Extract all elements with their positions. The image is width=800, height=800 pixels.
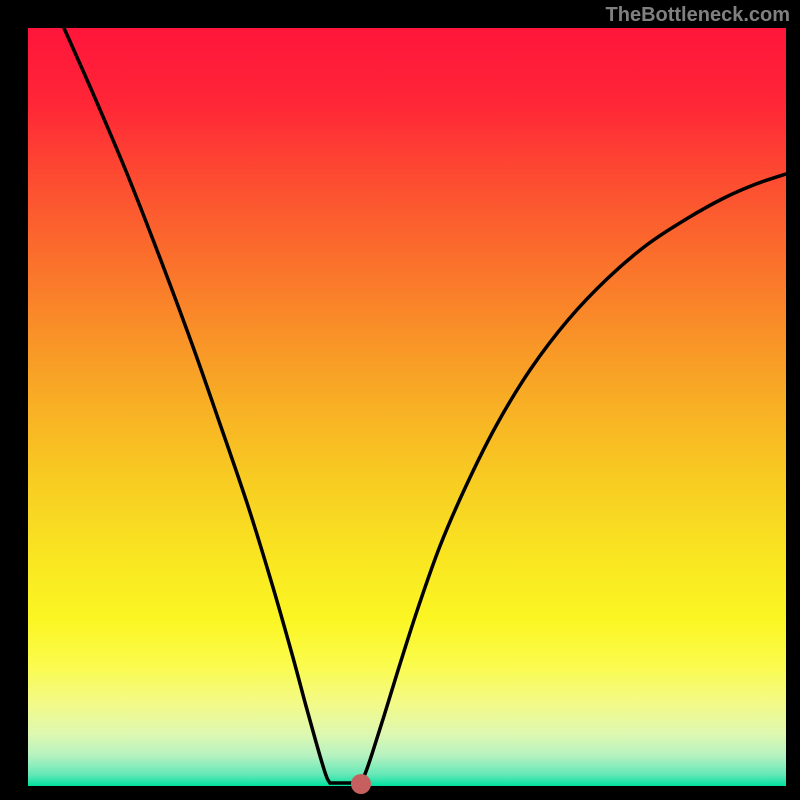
bottleneck-chart [0,0,800,800]
chart-svg [0,0,800,800]
watermark-label: TheBottleneck.com [606,4,790,27]
